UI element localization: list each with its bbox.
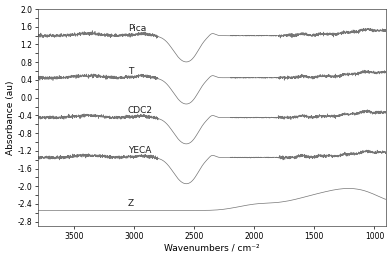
Y-axis label: Absorbance (au): Absorbance (au)	[5, 80, 15, 155]
Text: T: T	[128, 67, 133, 76]
Text: Pica: Pica	[128, 25, 146, 34]
Text: CDC2: CDC2	[128, 106, 153, 115]
Text: Z: Z	[128, 199, 134, 208]
X-axis label: Wavenumbers / cm⁻²: Wavenumbers / cm⁻²	[164, 244, 260, 252]
Text: YECA: YECA	[128, 146, 151, 155]
